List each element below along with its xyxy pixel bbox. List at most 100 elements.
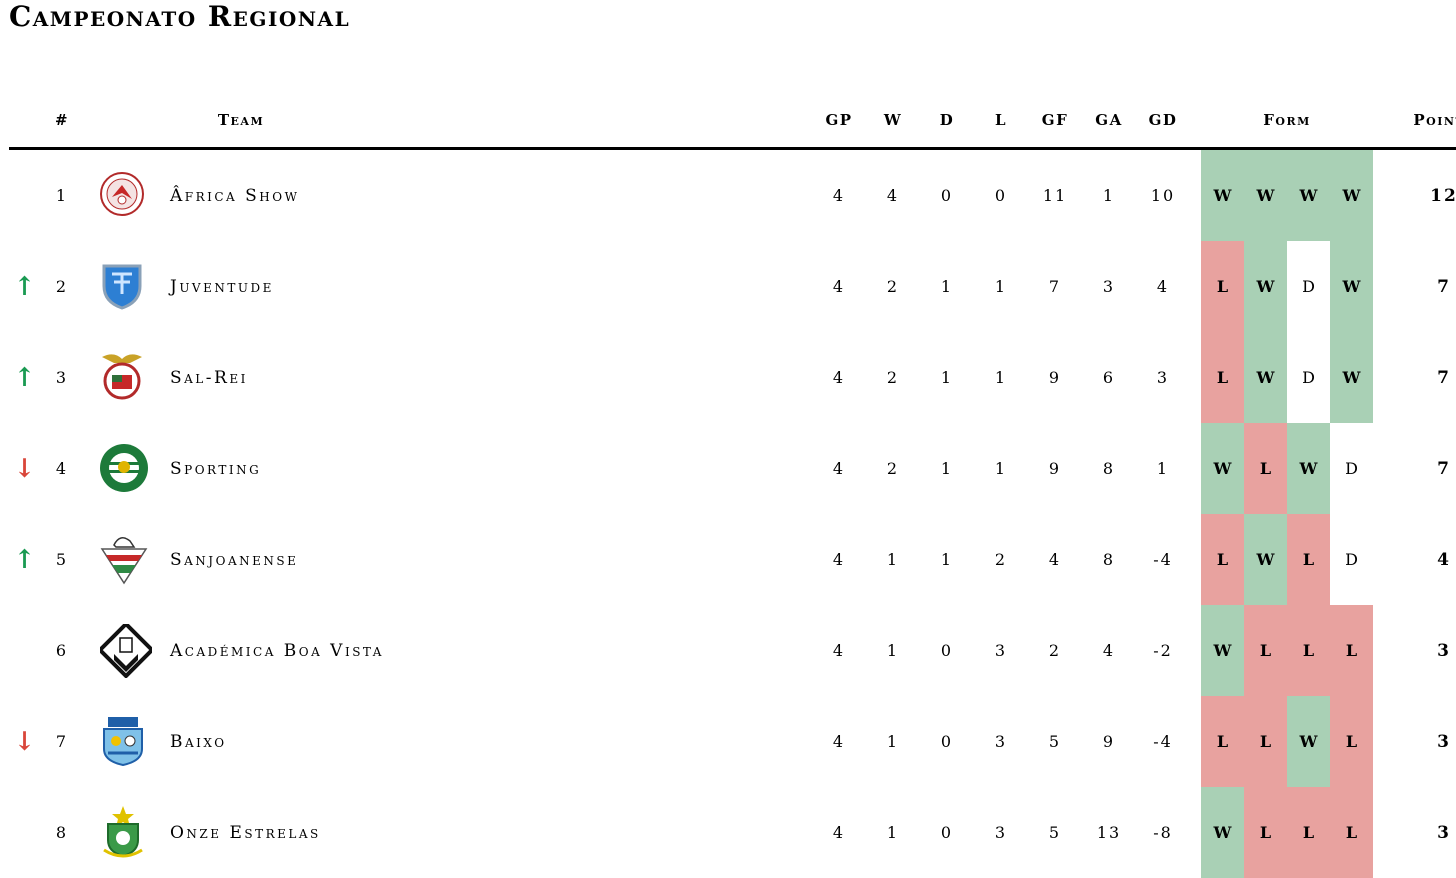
stat-w: 2 [886, 459, 900, 478]
stat-gf: 5 [1048, 823, 1062, 842]
stat-d: 0 [940, 641, 954, 660]
position-cell: 8 [55, 823, 69, 842]
header-points[interactable]: Points [1373, 92, 1456, 150]
header-w[interactable]: W [866, 92, 920, 150]
stat-d: 1 [940, 459, 954, 478]
points-cell: 7 [1437, 458, 1451, 479]
stat-d: 0 [940, 732, 954, 751]
stat-gd: 10 [1150, 186, 1176, 205]
stat-w: 1 [886, 641, 900, 660]
team-logo [82, 696, 170, 787]
form-result: W [1330, 148, 1373, 241]
team-name[interactable]: Juventude [170, 276, 274, 297]
stat-l: 3 [994, 823, 1008, 842]
form-result: L [1244, 605, 1287, 696]
table-row[interactable]: ↓ 4 Sporting 4 2 1 1 9 8 1 W L W D 7 [9, 423, 1456, 514]
stat-gp: 4 [832, 732, 846, 751]
page-title: Campeonato Regional [9, 0, 351, 33]
table-row[interactable]: 1 Âfrica Show 4 4 0 0 11 1 10 W W W W 12 [9, 148, 1456, 242]
position-cell: 3 [55, 368, 69, 387]
team-logo [82, 605, 170, 696]
team-name[interactable]: Onze Estrelas [170, 822, 321, 843]
form-result: L [1330, 787, 1373, 878]
position-cell: 6 [55, 641, 69, 660]
africa-show-crest-icon [100, 171, 144, 216]
team-name[interactable]: Baixo [170, 731, 227, 752]
form-result: W [1201, 423, 1244, 514]
stat-l: 2 [994, 550, 1008, 569]
team-logo [82, 423, 170, 514]
form-result: W [1330, 332, 1373, 423]
points-cell: 12 [1430, 185, 1456, 206]
form-result: W [1244, 148, 1287, 241]
header-pos[interactable]: # [42, 92, 82, 150]
stat-gd: 4 [1156, 277, 1170, 296]
table-row[interactable]: 8 Onze Estrelas 4 1 0 3 5 13 -8 W L L L 3 [9, 787, 1456, 878]
sal-rei-crest-icon [100, 352, 144, 399]
form-gap [1190, 696, 1201, 787]
stat-d: 1 [940, 277, 954, 296]
stat-l: 0 [994, 186, 1008, 205]
table-row[interactable]: 6 Académica Boa Vista 4 1 0 3 2 4 -2 W L L L 3 [9, 605, 1456, 696]
juventude-crest-icon [102, 264, 142, 309]
arrow-down-icon: ↓ [13, 726, 38, 757]
stat-w: 4 [886, 186, 900, 205]
header-l[interactable]: L [974, 92, 1028, 150]
table-row[interactable]: ↑ 2 Juventude 4 2 1 1 7 3 4 L W D W 7 [9, 241, 1456, 332]
sanjoanense-crest-icon [101, 536, 147, 584]
header-gp[interactable]: GP [812, 92, 866, 150]
stat-w: 1 [886, 550, 900, 569]
team-name[interactable]: Sal-Rei [170, 367, 248, 388]
header-gap [1190, 92, 1201, 150]
header-row: # Team GP W D L GF GA GD Form Points [9, 92, 1456, 150]
points-cell: 4 [1437, 549, 1451, 570]
position-cell: 1 [55, 186, 69, 205]
form-result: W [1201, 605, 1244, 696]
team-logo [82, 787, 170, 878]
header-logo [82, 92, 170, 150]
stat-gd: 1 [1156, 459, 1170, 478]
form-result: D [1287, 241, 1330, 332]
stat-gp: 4 [832, 186, 846, 205]
table-row[interactable]: ↑ 5 Sanjoanense 4 1 1 2 4 8 -4 L W L D 4 [9, 514, 1456, 605]
academica-boa-vista-crest-icon [100, 623, 152, 678]
stat-gd: -4 [1153, 550, 1173, 569]
movement-cell [9, 149, 42, 242]
header-gf[interactable]: GF [1028, 92, 1082, 150]
form-gap [1190, 423, 1201, 514]
header-d[interactable]: D [920, 92, 974, 150]
team-name[interactable]: Académica Boa Vista [170, 640, 384, 661]
header-form[interactable]: Form [1201, 92, 1373, 150]
header-ga[interactable]: GA [1082, 92, 1136, 150]
stat-gf: 11 [1042, 186, 1068, 205]
points-cell: 7 [1437, 367, 1451, 388]
header-gd[interactable]: GD [1136, 92, 1190, 150]
stat-ga: 1 [1102, 186, 1116, 205]
arrow-down-icon: ↓ [13, 453, 38, 484]
stat-ga: 8 [1102, 550, 1116, 569]
movement-cell [9, 605, 42, 696]
header-team[interactable]: Team [170, 92, 812, 150]
position-cell: 7 [55, 732, 69, 751]
team-logo [82, 332, 170, 423]
form-result: L [1201, 332, 1244, 423]
position-cell: 2 [55, 277, 69, 296]
stat-w: 1 [886, 732, 900, 751]
team-name[interactable]: Âfrica Show [170, 185, 300, 206]
stat-gf: 2 [1048, 641, 1062, 660]
form-result: W [1287, 148, 1330, 241]
stat-gf: 7 [1048, 277, 1062, 296]
position-cell: 5 [55, 550, 69, 569]
stat-gp: 4 [832, 277, 846, 296]
table-row[interactable]: ↓ 7 Baixo 4 1 0 3 5 9 -4 L L W L 3 [9, 696, 1456, 787]
stat-d: 0 [940, 823, 954, 842]
team-name[interactable]: Sporting [170, 458, 262, 479]
position-cell: 4 [55, 459, 69, 478]
form-result: W [1244, 241, 1287, 332]
table-row[interactable]: ↑ 3 Sal-Rei 4 2 1 1 9 6 3 L W D W 7 [9, 332, 1456, 423]
stat-gp: 4 [832, 641, 846, 660]
form-result: W [1287, 696, 1330, 787]
team-name[interactable]: Sanjoanense [170, 549, 299, 570]
onze-estrelas-crest-icon [102, 805, 144, 857]
form-result: L [1287, 605, 1330, 696]
